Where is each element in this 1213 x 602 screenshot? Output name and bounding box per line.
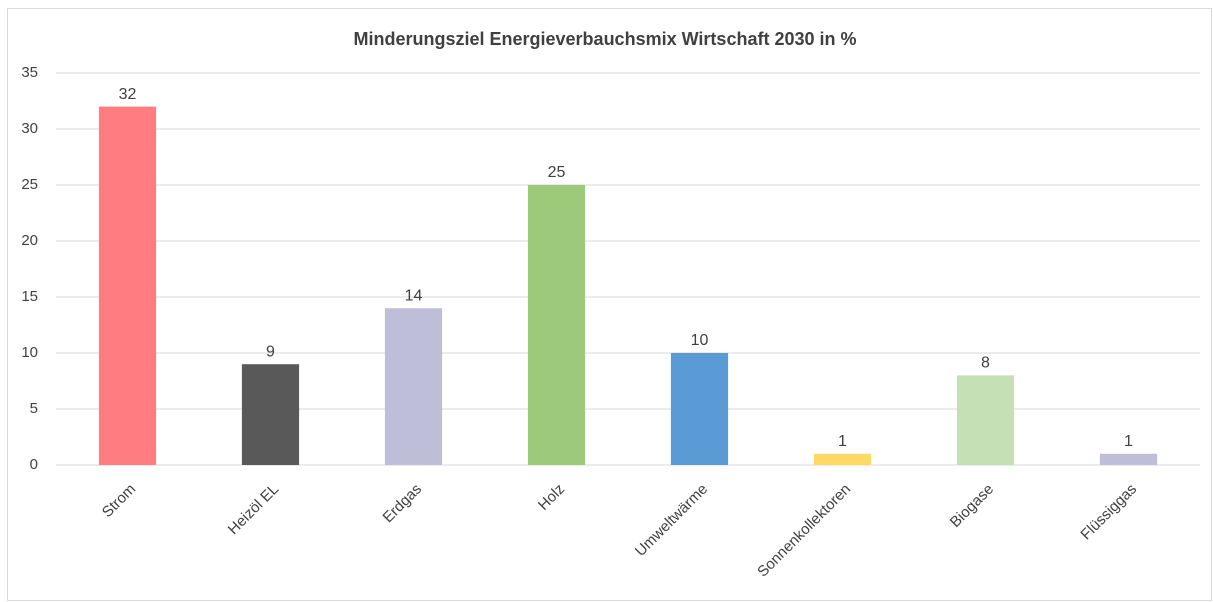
data-label: 32 [119, 86, 137, 103]
bar [98, 106, 157, 465]
data-label: 14 [405, 287, 423, 304]
bar [241, 364, 300, 465]
y-tick-label: 0 [30, 456, 38, 473]
y-tick-label: 5 [30, 400, 38, 417]
y-tick-label: 10 [21, 344, 38, 361]
y-tick-label: 35 [21, 64, 38, 81]
bar [1099, 453, 1158, 465]
data-label: 8 [981, 355, 990, 372]
y-tick-label: 15 [21, 288, 38, 305]
bar [384, 308, 443, 465]
y-tick-label: 25 [21, 176, 38, 193]
bar [670, 353, 729, 465]
chart-title: Minderungsziel Energieverbauchsmix Wirts… [354, 29, 857, 49]
data-label: 25 [548, 164, 566, 181]
bar [527, 185, 586, 465]
bar [956, 375, 1015, 465]
chart-frame [7, 8, 1212, 601]
data-label: 1 [1124, 433, 1133, 450]
data-label: 1 [838, 433, 847, 450]
data-label: 10 [691, 332, 709, 349]
y-tick-label: 20 [21, 232, 38, 249]
y-tick-label: 30 [21, 120, 38, 137]
bar [813, 453, 872, 465]
data-label: 9 [266, 343, 275, 360]
